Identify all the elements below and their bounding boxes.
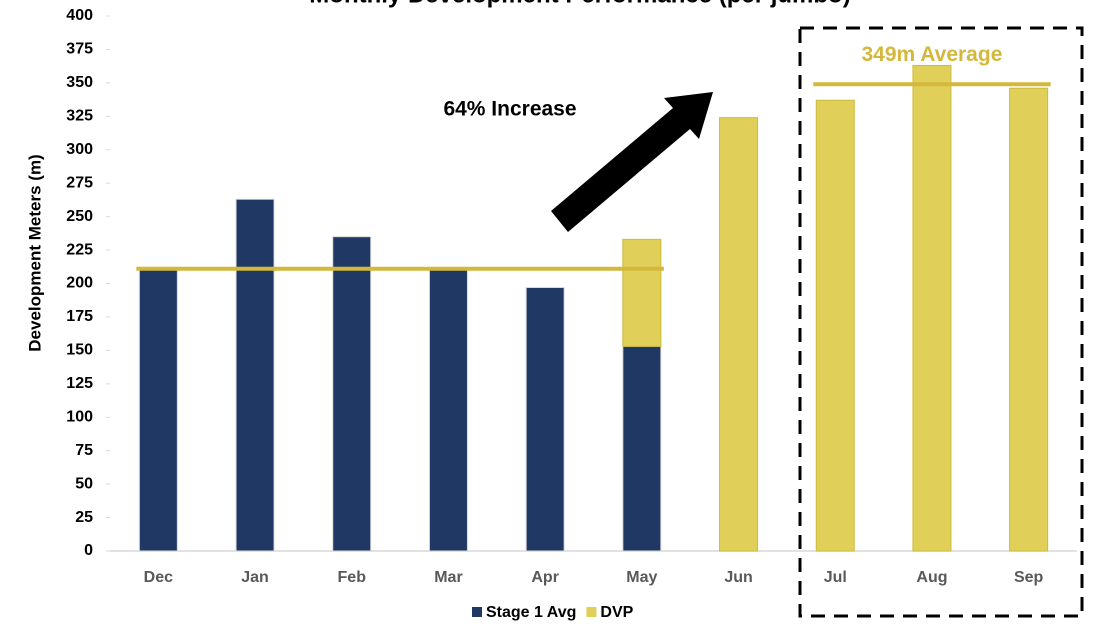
x-tick-label: Jan (241, 569, 269, 586)
bar (815, 99, 855, 552)
y-tick-label: 25 (75, 509, 93, 526)
y-tick-label: 300 (66, 141, 93, 158)
y-tick-label: 350 (66, 74, 93, 91)
x-tick-label: Dec (144, 569, 173, 586)
y-tick-label: 200 (66, 275, 93, 292)
y-tick-label: 275 (66, 174, 93, 191)
bar (428, 268, 468, 552)
y-tick-label: 400 (66, 7, 93, 24)
x-tick-label: Feb (338, 569, 367, 586)
arrow (551, 92, 713, 232)
reference-label: 349m Average (862, 43, 1003, 66)
bar (525, 287, 565, 552)
y-tick-label: 125 (66, 375, 93, 392)
y-tick-label: 50 (75, 475, 93, 492)
chart-title: Monthly Development Performance (per jum… (309, 0, 850, 8)
y-tick-label: 225 (66, 241, 93, 258)
bar (138, 266, 178, 552)
y-tick-label: 150 (66, 342, 93, 359)
x-tick-label: Jun (724, 569, 752, 586)
x-tick-label: Apr (531, 569, 559, 586)
bar (719, 117, 759, 552)
x-tick-label: Aug (916, 569, 947, 586)
y-tick-label: 375 (66, 41, 93, 58)
bar (1009, 87, 1049, 552)
x-tick-label: Sep (1014, 569, 1044, 586)
bar (235, 198, 275, 552)
bar (332, 236, 372, 552)
y-tick-label: 0 (84, 542, 93, 559)
legend-label: DVP (600, 604, 633, 621)
y-tick-label: 100 (66, 408, 93, 425)
bar (912, 64, 952, 552)
legend-swatch (472, 607, 482, 617)
y-tick-label: 325 (66, 108, 93, 125)
highlight-box (798, 26, 1084, 618)
y-tick-label: 175 (66, 308, 93, 325)
legend-swatch (586, 607, 597, 617)
y-axis-label: Development Meters (m) (25, 154, 44, 351)
plot: 0 25 50 75 100 125 150 175 200 225 250 275 300 325 350… (66, 7, 1077, 621)
x-tick-label: May (626, 569, 657, 586)
y-tick-label: 250 (66, 208, 93, 225)
bar (622, 238, 662, 347)
x-tick-label: Mar (434, 569, 462, 586)
x-tick-label: Jul (824, 569, 847, 586)
y-tick-label: 75 (75, 442, 93, 459)
annotation: 64% Increase (443, 98, 576, 121)
legend-label: Stage 1 Avg (486, 604, 576, 621)
bar (622, 345, 662, 552)
